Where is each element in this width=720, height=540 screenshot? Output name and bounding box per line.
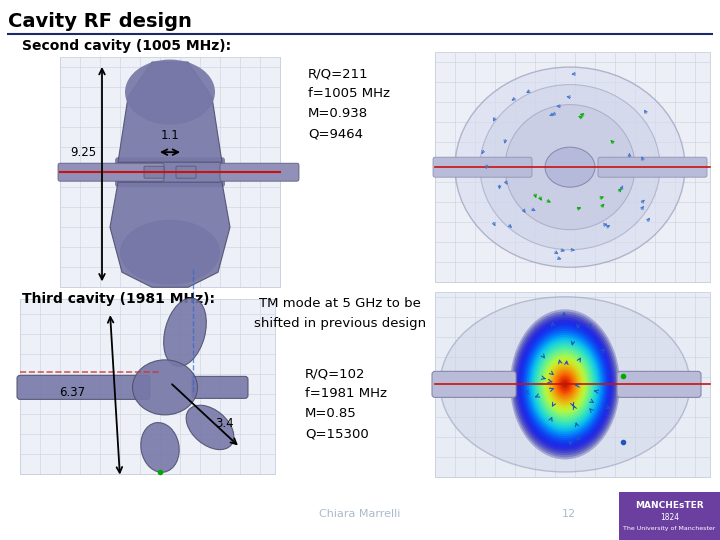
Ellipse shape [527,333,603,436]
Ellipse shape [544,356,586,413]
Ellipse shape [519,322,611,447]
Ellipse shape [552,367,578,402]
FancyBboxPatch shape [192,376,248,399]
FancyBboxPatch shape [220,163,299,181]
Ellipse shape [526,330,605,438]
FancyBboxPatch shape [433,157,532,177]
Ellipse shape [516,318,614,451]
FancyBboxPatch shape [598,157,707,177]
Ellipse shape [455,67,685,267]
FancyBboxPatch shape [176,166,196,178]
Polygon shape [110,182,230,287]
Ellipse shape [141,423,179,472]
Text: 1824: 1824 [660,512,679,522]
Ellipse shape [125,59,215,125]
Text: Chiara Marrelli: Chiara Marrelli [319,509,401,519]
Ellipse shape [546,359,585,410]
Ellipse shape [547,361,583,408]
Ellipse shape [186,405,234,450]
Ellipse shape [539,350,590,419]
Text: 9.25: 9.25 [70,146,96,159]
Text: Second cavity (1005 MHz):: Second cavity (1005 MHz): [22,39,231,53]
Ellipse shape [521,324,609,444]
Ellipse shape [522,326,608,442]
FancyBboxPatch shape [17,375,150,400]
Ellipse shape [518,320,612,449]
Text: CERN: CERN [20,495,42,501]
FancyBboxPatch shape [115,157,225,187]
Ellipse shape [510,309,620,460]
FancyBboxPatch shape [144,166,164,178]
Ellipse shape [545,147,595,187]
Text: TM mode at 5 GHz to be
shifted in previous design: TM mode at 5 GHz to be shifted in previo… [254,298,426,330]
Ellipse shape [549,363,581,406]
FancyBboxPatch shape [60,57,280,287]
Text: R/Q=102
f=1981 MHz
M=0.85
Q=15300: R/Q=102 f=1981 MHz M=0.85 Q=15300 [305,367,387,440]
Ellipse shape [555,371,575,397]
FancyBboxPatch shape [58,163,164,181]
Ellipse shape [528,335,601,434]
Ellipse shape [120,220,220,285]
Ellipse shape [557,373,574,395]
Text: 6.37: 6.37 [59,386,85,399]
Polygon shape [118,62,222,162]
FancyBboxPatch shape [20,299,275,475]
Ellipse shape [536,346,594,423]
FancyBboxPatch shape [617,372,701,397]
Text: The University of Manchester: The University of Manchester [624,525,716,531]
Ellipse shape [538,348,593,421]
Ellipse shape [542,354,588,415]
Text: Third cavity (1981 MHz):: Third cavity (1981 MHz): [22,292,215,306]
Ellipse shape [531,339,598,429]
Ellipse shape [505,105,635,230]
FancyBboxPatch shape [432,372,516,397]
Ellipse shape [534,341,597,428]
FancyBboxPatch shape [435,52,710,282]
FancyBboxPatch shape [435,292,710,477]
Ellipse shape [511,312,618,457]
Ellipse shape [535,343,595,426]
Ellipse shape [561,380,569,389]
Ellipse shape [559,377,570,391]
Text: Cavity RF design: Cavity RF design [8,12,192,31]
Text: 1.1: 1.1 [161,129,179,142]
Ellipse shape [541,352,589,417]
Text: 12: 12 [562,509,576,519]
Ellipse shape [513,314,617,455]
Ellipse shape [515,316,616,453]
Ellipse shape [524,328,606,440]
Text: 3.4: 3.4 [215,417,233,430]
Ellipse shape [480,85,660,249]
Text: R/Q=211
f=1005 MHz
M=0.938
Q=9464: R/Q=211 f=1005 MHz M=0.938 Q=9464 [308,67,390,140]
Ellipse shape [530,337,600,431]
Bar [619,492,720,540]
Ellipse shape [550,365,580,404]
Ellipse shape [558,375,572,393]
Ellipse shape [163,298,207,367]
Ellipse shape [553,369,577,400]
Text: MANCHEsTER: MANCHEsTER [635,501,704,510]
Ellipse shape [562,382,567,387]
Ellipse shape [440,297,690,472]
Ellipse shape [132,360,197,415]
